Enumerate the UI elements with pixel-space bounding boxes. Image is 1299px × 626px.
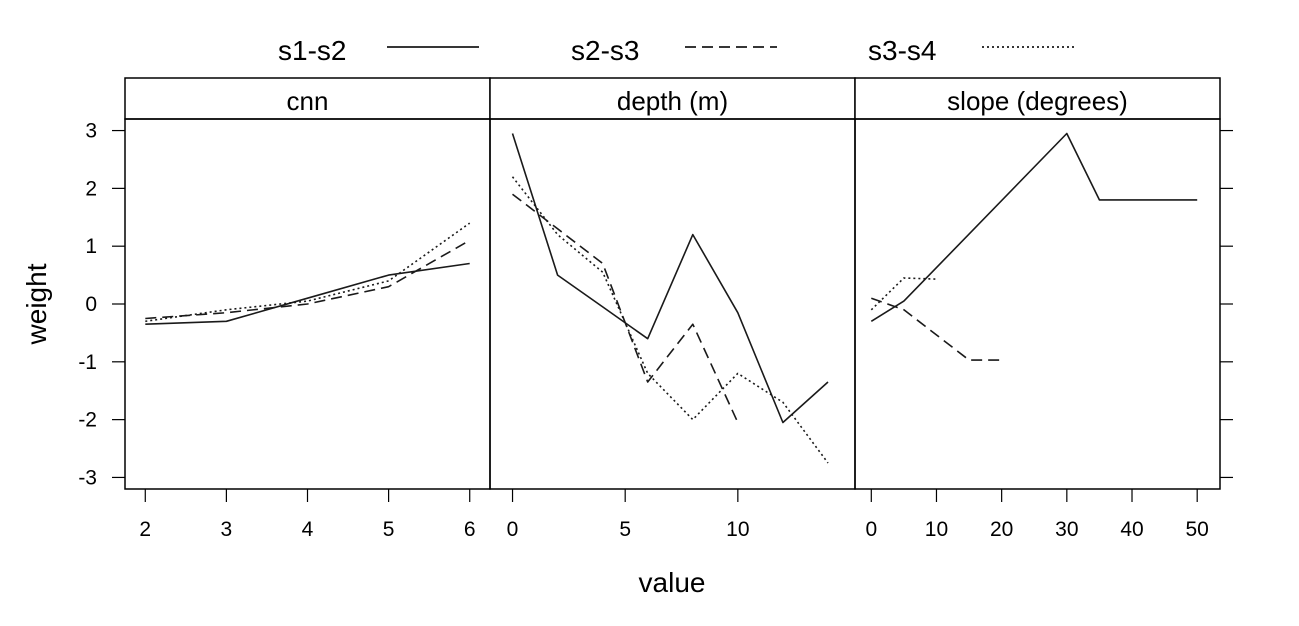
series-line-s2-s3-depth-m	[512, 193, 739, 423]
series-line-s2-s3-slope-degrees	[871, 297, 1002, 361]
y-tick-label: 1	[85, 235, 97, 258]
y-tick-label: -2	[78, 409, 97, 432]
x-tick-label: 5	[619, 518, 631, 541]
legend-label-s1-s2: s1-s2	[278, 35, 346, 66]
legend: s1-s2 s2-s3 s3-s4	[278, 35, 1074, 66]
panel-frame-depth-m	[489, 118, 856, 490]
series-line-s1-s2-slope-degrees	[870, 132, 1198, 322]
x-tick-label: 10	[925, 518, 948, 541]
x-tick-label: 4	[302, 518, 314, 541]
x-tick-label: 20	[990, 518, 1013, 541]
panel-depth-m: depth (m) 0 5 10	[489, 77, 856, 541]
x-tick-label: 5	[383, 518, 395, 541]
series-line-s1-s2-depth-m	[511, 133, 829, 424]
x-tick-label: 30	[1055, 518, 1078, 541]
series-line-s3-s4-depth-m	[511, 176, 829, 464]
y-tick-label: 0	[85, 293, 97, 316]
series-line-s2-s3-cnn	[145, 239, 471, 320]
strip-label-depth-m: depth (m)	[617, 86, 728, 116]
series-line-s3-s4-cnn	[145, 222, 471, 323]
y-tick-label: -1	[78, 351, 97, 374]
x-tick-label: 10	[726, 518, 749, 541]
panel-cnn: cnn 2 3 4 5 6	[124, 77, 491, 541]
x-tick-label: 0	[865, 518, 877, 541]
x-tick-label: 50	[1186, 518, 1209, 541]
x-tick-label: 2	[139, 518, 151, 541]
series-line-s3-s4-slope-degrees	[870, 277, 937, 311]
series-line-s1-s2-cnn	[145, 262, 470, 325]
y-tick-label: 3	[85, 120, 97, 143]
strip-label-cnn: cnn	[287, 86, 329, 116]
strip-label-slope-degrees: slope (degrees)	[947, 86, 1128, 116]
y-tick-label: 2	[85, 177, 97, 200]
legend-label-s3-s4: s3-s4	[868, 35, 936, 66]
x-tick-label: 6	[464, 518, 476, 541]
panel-slope-degrees: slope (degrees) 0 10 20 30 40 50	[854, 77, 1221, 541]
panels: cnn 2 3 4 5 6 depth (m) 0 5 10 slope (degrees) 0 10 2…	[124, 77, 1221, 541]
y-axis-label: weight	[21, 263, 52, 345]
x-tick-label: 40	[1120, 518, 1143, 541]
y-tick-label: -3	[78, 466, 97, 489]
x-tick-label: 3	[221, 518, 233, 541]
x-tick-label: 0	[507, 518, 519, 541]
y-axis: 3 2 1 0 -1 -2 -3	[78, 120, 1233, 489]
strip-cnn	[124, 77, 491, 120]
legend-label-s2-s3: s2-s3	[571, 35, 639, 66]
panel-frame-slope-degrees	[854, 118, 1221, 490]
x-axis-label: value	[639, 567, 706, 598]
